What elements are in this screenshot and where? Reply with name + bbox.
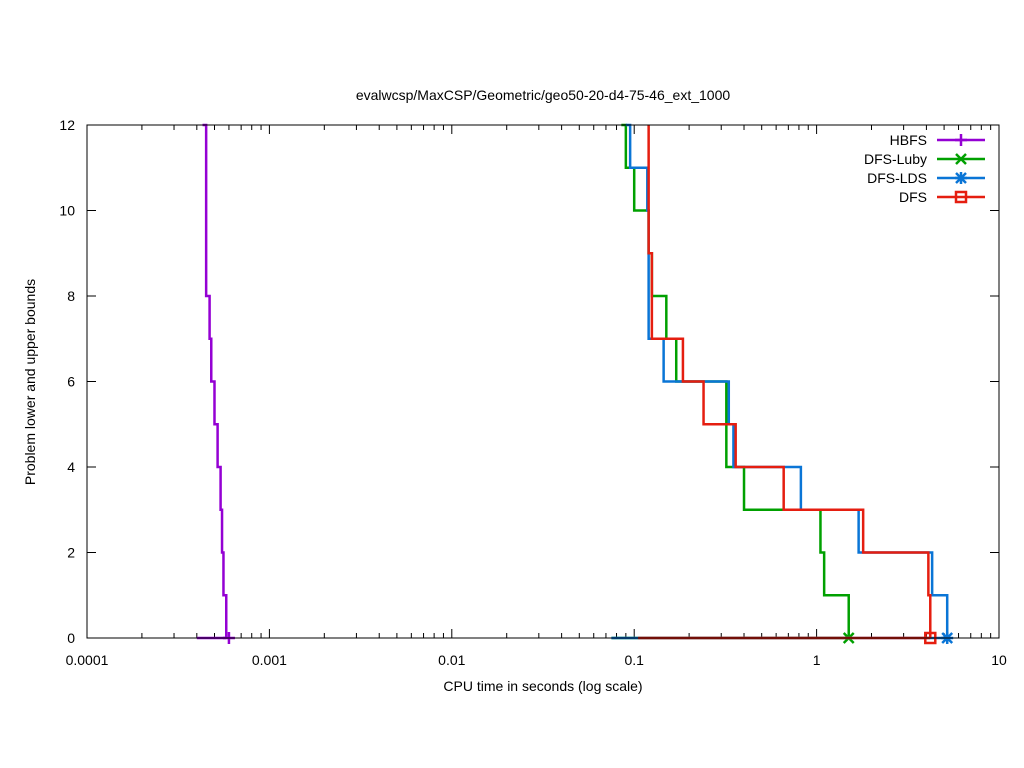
chart-title: evalwcsp/MaxCSP/Geometric/geo50-20-d4-75…	[356, 87, 731, 103]
y-tick-label: 4	[67, 459, 75, 475]
y-tick-label: 12	[59, 117, 75, 133]
legend-marker-hbfs	[955, 134, 967, 146]
x-axis-label: CPU time in seconds (log scale)	[443, 678, 642, 694]
y-tick-label: 6	[67, 374, 75, 390]
x-tick-label: 0.001	[252, 652, 287, 668]
series-lines	[196, 123, 954, 645]
series-dfs-luby-upper	[621, 123, 850, 638]
legend-marker-dfs-luby	[955, 153, 967, 165]
legend-marker-dfs-part	[954, 190, 968, 204]
y-tick-label: 10	[59, 203, 75, 219]
legend-label-dfs: DFS	[899, 189, 927, 205]
legend: HBFS DFS-Luby DFS-LDS DFS	[864, 132, 985, 205]
y-tick-label: 0	[67, 630, 75, 646]
legend-label-dfs-lds: DFS-LDS	[867, 170, 927, 186]
x-tick-label: 0.0001	[66, 652, 109, 668]
legend-marker-dfs-luby-part	[955, 153, 967, 165]
tick-labels: 0.0001 0.001 0.01 0.1 1 10 0 2 4 6 8 10 12	[59, 117, 1007, 668]
series-dfs-upper	[647, 125, 932, 638]
legend-marker-dfs-lds	[955, 172, 967, 184]
legend-label-hbfs: HBFS	[890, 132, 927, 148]
y-axis-label: Problem lower and upper bounds	[22, 279, 38, 485]
legend-label-dfs-luby: DFS-Luby	[864, 151, 927, 167]
x-tick-label: 10	[991, 652, 1007, 668]
y-tick-label: 2	[67, 545, 75, 561]
x-tick-label: 0.1	[624, 652, 644, 668]
y-tick-label: 8	[67, 288, 75, 304]
legend-marker-dfs	[954, 190, 968, 204]
series-hbfs-upper	[202, 123, 228, 638]
plot-frame	[86, 124, 1000, 639]
legend-marker-dfs-lds-part	[955, 172, 967, 184]
x-tick-label: 0.01	[438, 652, 465, 668]
x-tick-label: 1	[813, 652, 821, 668]
